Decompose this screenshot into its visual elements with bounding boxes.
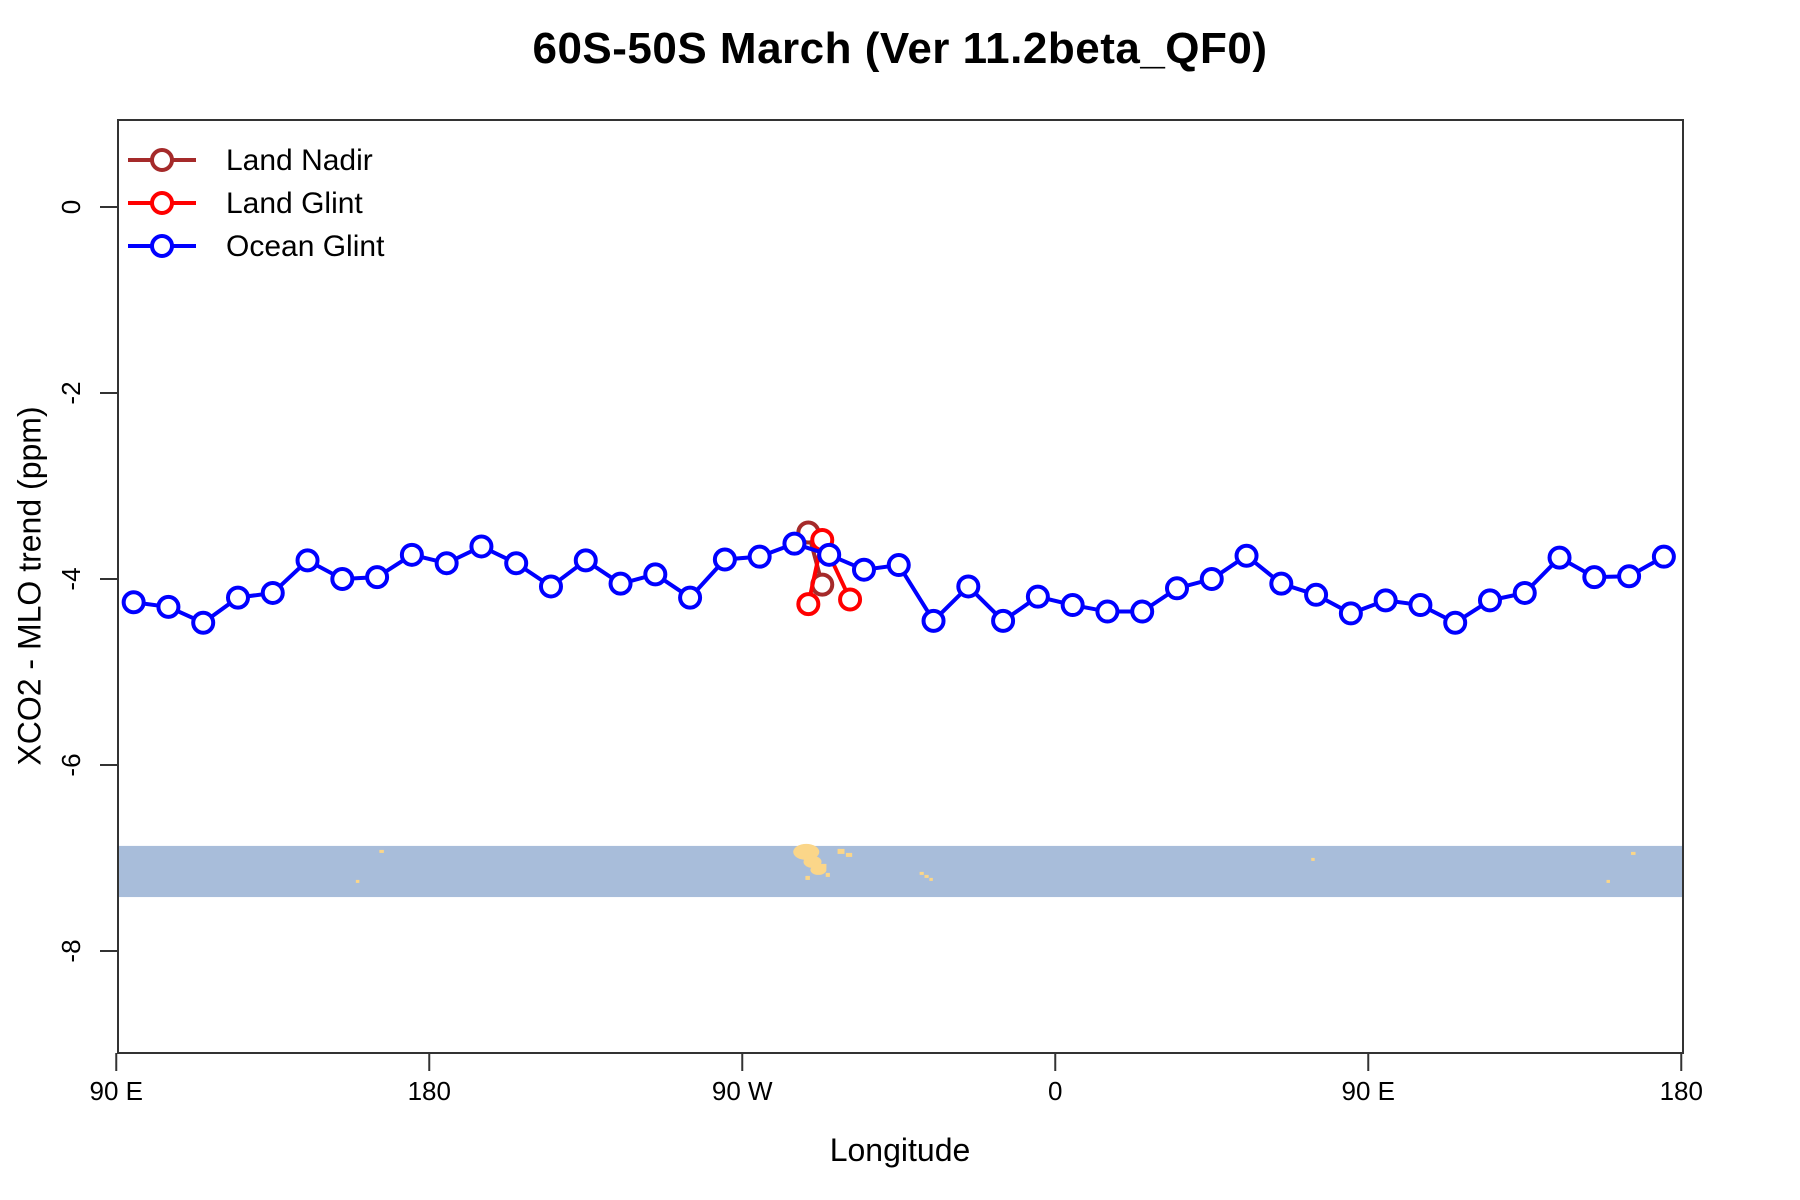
- plot-box: [117, 119, 1684, 1054]
- map-strip-land: [803, 855, 822, 868]
- data-point-marker: [643, 562, 668, 587]
- legend-marker-swatch: [150, 148, 174, 172]
- data-point-marker: [260, 580, 285, 605]
- x-axis-label: Longitude: [829, 1132, 971, 1168]
- data-point-marker: [838, 587, 863, 612]
- map-strip-land: [805, 875, 810, 880]
- data-point-marker: [1512, 580, 1537, 605]
- data-point-marker: [747, 544, 772, 569]
- data-point-marker: [608, 571, 633, 596]
- data-point-marker: [538, 574, 563, 599]
- legend-label: Land Glint: [226, 187, 363, 220]
- data-point-marker: [782, 531, 807, 556]
- map-strip-land: [820, 863, 827, 869]
- data-point-marker: [1304, 582, 1329, 607]
- data-point-marker: [365, 565, 390, 590]
- x-tick-label: 90 E: [1342, 1076, 1396, 1106]
- data-point-marker: [851, 557, 876, 582]
- data-point-marker: [1338, 601, 1363, 626]
- x-tick-label: 90 W: [712, 1076, 773, 1106]
- data-point-marker: [469, 534, 494, 559]
- data-point-marker: [225, 585, 250, 610]
- data-point-marker: [1617, 564, 1642, 589]
- data-point-marker: [1164, 576, 1189, 601]
- data-point-marker: [1199, 567, 1224, 591]
- data-point-marker: [330, 567, 355, 591]
- data-point-marker: [504, 551, 529, 576]
- data-point-marker: [434, 551, 459, 576]
- legend-marker-swatch: [150, 234, 174, 258]
- y-tick-label: 0: [56, 200, 86, 214]
- data-point-marker: [1408, 593, 1433, 618]
- data-point-marker: [991, 608, 1016, 633]
- data-point-marker: [295, 548, 320, 573]
- data-point-marker: [1234, 543, 1259, 568]
- data-point-marker: [1443, 610, 1468, 635]
- map-strip-land: [355, 879, 360, 883]
- map-strip-ocean: [119, 845, 1682, 898]
- data-point-marker: [796, 592, 821, 617]
- data-point-marker: [1095, 599, 1120, 624]
- map-strip-land: [919, 871, 924, 875]
- y-tick-label: -4: [56, 567, 86, 590]
- y-tick-label: -2: [56, 381, 86, 404]
- data-point-marker: [886, 553, 911, 578]
- data-point-marker: [956, 574, 981, 599]
- x-tick-label: 180: [1660, 1076, 1703, 1106]
- map-strip-land: [793, 843, 820, 860]
- map-strip-land: [924, 874, 929, 878]
- map-strip-land: [825, 872, 830, 877]
- data-point-marker: [1651, 544, 1676, 569]
- data-point-marker: [678, 585, 703, 610]
- data-point-marker: [573, 548, 598, 573]
- map-strip-land: [1631, 851, 1636, 855]
- legend-label: Land Nadir: [226, 144, 373, 177]
- chart-title: 60S-50S March (Ver 11.2beta_QF0): [532, 24, 1268, 73]
- data-point-marker: [121, 590, 146, 615]
- map-strip-land: [929, 877, 933, 881]
- y-tick-label: -6: [56, 753, 86, 776]
- data-point-marker: [1547, 545, 1572, 570]
- map-strip-land: [845, 852, 853, 857]
- x-tick-label: 0: [1048, 1076, 1062, 1106]
- map-strip-land: [379, 849, 384, 853]
- map-strip-land: [837, 848, 845, 854]
- legend-label: Ocean Glint: [226, 230, 385, 263]
- data-point-marker: [1477, 588, 1502, 613]
- map-strip-land: [1311, 857, 1315, 861]
- legend-marker-swatch: [150, 191, 174, 215]
- x-tick-label: 180: [408, 1076, 451, 1106]
- data-point-marker: [1269, 571, 1294, 596]
- data-point-marker: [156, 594, 181, 619]
- data-point-marker: [399, 542, 424, 567]
- data-point-marker: [1130, 599, 1155, 624]
- data-point-marker: [921, 608, 946, 633]
- y-tick-label: -8: [56, 939, 86, 962]
- x-tick-label: 90 E: [90, 1076, 144, 1106]
- data-point-marker: [1025, 584, 1050, 609]
- map-strip-land: [1606, 879, 1610, 883]
- data-point-marker: [1373, 588, 1398, 613]
- data-point-marker: [712, 547, 737, 572]
- data-point-marker: [1582, 565, 1607, 590]
- data-point-marker: [191, 610, 216, 635]
- data-point-marker: [1060, 593, 1085, 618]
- data-point-marker: [817, 542, 842, 567]
